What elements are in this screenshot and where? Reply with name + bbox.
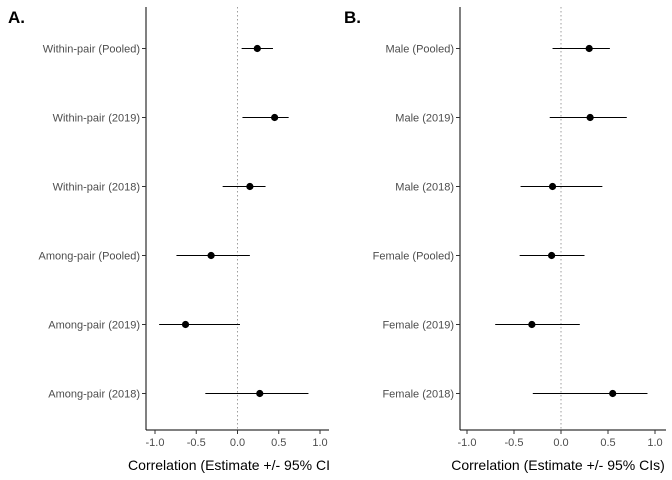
- x-tick-label: -1.0: [146, 437, 165, 449]
- estimate-point: [548, 251, 556, 260]
- row-label: Male (Pooled): [386, 44, 454, 56]
- panel-label: B.: [344, 8, 361, 27]
- estimate-point: [271, 113, 279, 122]
- estimate-point: [548, 182, 557, 191]
- panel-label: A.: [8, 8, 25, 27]
- estimate-point: [528, 320, 536, 329]
- x-tick-label: 0.0: [230, 437, 245, 449]
- estimate-point: [246, 182, 254, 191]
- x-tick-label: 1.0: [312, 437, 327, 449]
- row-label: Among-pair (2019): [48, 320, 140, 332]
- x-tick-label: 1.0: [647, 437, 662, 449]
- estimate-point: [586, 113, 594, 122]
- estimate-point: [207, 251, 215, 260]
- estimate-point: [609, 389, 617, 398]
- estimate-point: [181, 320, 190, 329]
- panel-b: -1.0 -0.5 0.0 0.5 1.0 Male (Pooled) Male (2019…: [344, 7, 666, 473]
- row-label: Female (2018): [382, 389, 454, 401]
- row-label: Female (2019): [382, 320, 454, 332]
- panel-a: -1.0 -0.5 0.0 0.5 1.0 Within-pair (Pooled) Wit…: [8, 7, 330, 473]
- row-label: Among-pair (2018): [48, 389, 140, 401]
- row-label: Within-pair (2018): [53, 182, 140, 194]
- x-axis-title: Correlation (Estimate +/- 95% CIs): [451, 457, 665, 473]
- row-label: Female (Pooled): [373, 251, 454, 263]
- x-axis-title: Correlation (Estimate +/- 95% CI: [128, 457, 330, 473]
- row-label: Within-pair (2019): [53, 113, 140, 125]
- row-label: Among-pair (Pooled): [39, 251, 141, 263]
- x-tick-label: 0.0: [553, 437, 568, 449]
- row-label: Male (2018): [395, 182, 454, 194]
- row-label: Within-pair (Pooled): [43, 44, 140, 56]
- x-tick-label: 0.5: [600, 437, 615, 449]
- x-tick-label: 0.5: [271, 437, 286, 449]
- row-label: Male (2019): [395, 113, 454, 125]
- estimate-point: [256, 389, 264, 398]
- estimate-point: [585, 44, 593, 53]
- x-tick-label: -0.5: [187, 437, 206, 449]
- estimate-point: [253, 44, 261, 53]
- x-tick-label: -1.0: [458, 437, 477, 449]
- x-tick-label: -0.5: [505, 437, 524, 449]
